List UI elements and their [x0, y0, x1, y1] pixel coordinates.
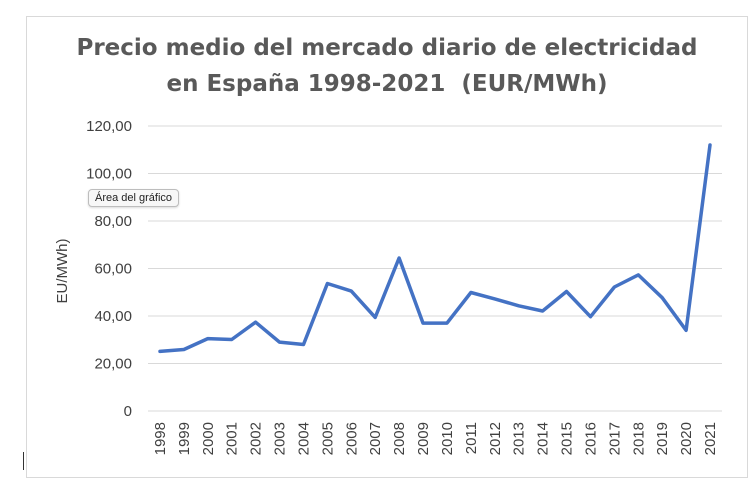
y-tick-label: 0 — [124, 403, 132, 420]
series-line — [158, 143, 712, 354]
x-tick-label: 2020 — [678, 422, 695, 455]
x-tick-label: 2012 — [487, 422, 504, 455]
x-tick-label: 2006 — [343, 422, 360, 455]
chart-area-tooltip: Área del gráfico — [88, 189, 180, 207]
x-tick-label: 2007 — [367, 422, 384, 455]
y-tick-label: 20,00 — [94, 356, 132, 373]
x-tick-label: 1999 — [176, 422, 193, 455]
y-tick-label: 120,00 — [86, 118, 132, 135]
y-tick-label: 40,00 — [94, 308, 132, 325]
chart-title-line-1: Precio medio del mercado diario de elect… — [76, 35, 698, 61]
x-tick-label: 2002 — [248, 422, 265, 455]
x-tick-label: 2017 — [606, 422, 623, 455]
chart-area[interactable] — [26, 16, 748, 478]
x-tick-label: 2021 — [702, 422, 719, 455]
y-tick-label: 80,00 — [94, 213, 132, 230]
x-tick-label: 2015 — [559, 422, 576, 455]
x-tick-label: 2000 — [200, 422, 217, 455]
chart-title: Precio medio del mercado diario de elect… — [26, 30, 748, 102]
x-tick-label: 2013 — [511, 422, 528, 455]
x-tick-label: 2016 — [582, 422, 599, 455]
x-tick-label: 2008 — [391, 422, 408, 455]
x-tick-label: 2001 — [224, 422, 241, 455]
x-tick-label: 2010 — [439, 422, 456, 455]
x-tick-label: 2014 — [535, 422, 552, 455]
x-tick-label: 2018 — [630, 422, 647, 455]
x-tick-label: 1998 — [152, 422, 169, 455]
x-tick-label: 2011 — [463, 422, 480, 454]
chart-title-line-2: en España 1998-2021 (EUR/MWh) — [166, 71, 608, 97]
x-tick-label: 2009 — [415, 422, 432, 455]
x-tick-label: 2003 — [272, 422, 289, 455]
y-axis-label: EU/MWh) — [54, 239, 71, 304]
y-tick-label: 100,00 — [86, 166, 132, 183]
x-tick-label: 2004 — [295, 422, 312, 455]
x-tick-label: 2019 — [654, 422, 671, 455]
x-tick-label: 2005 — [319, 422, 336, 455]
text-cursor — [23, 452, 24, 470]
y-tick-label: 60,00 — [94, 261, 132, 278]
